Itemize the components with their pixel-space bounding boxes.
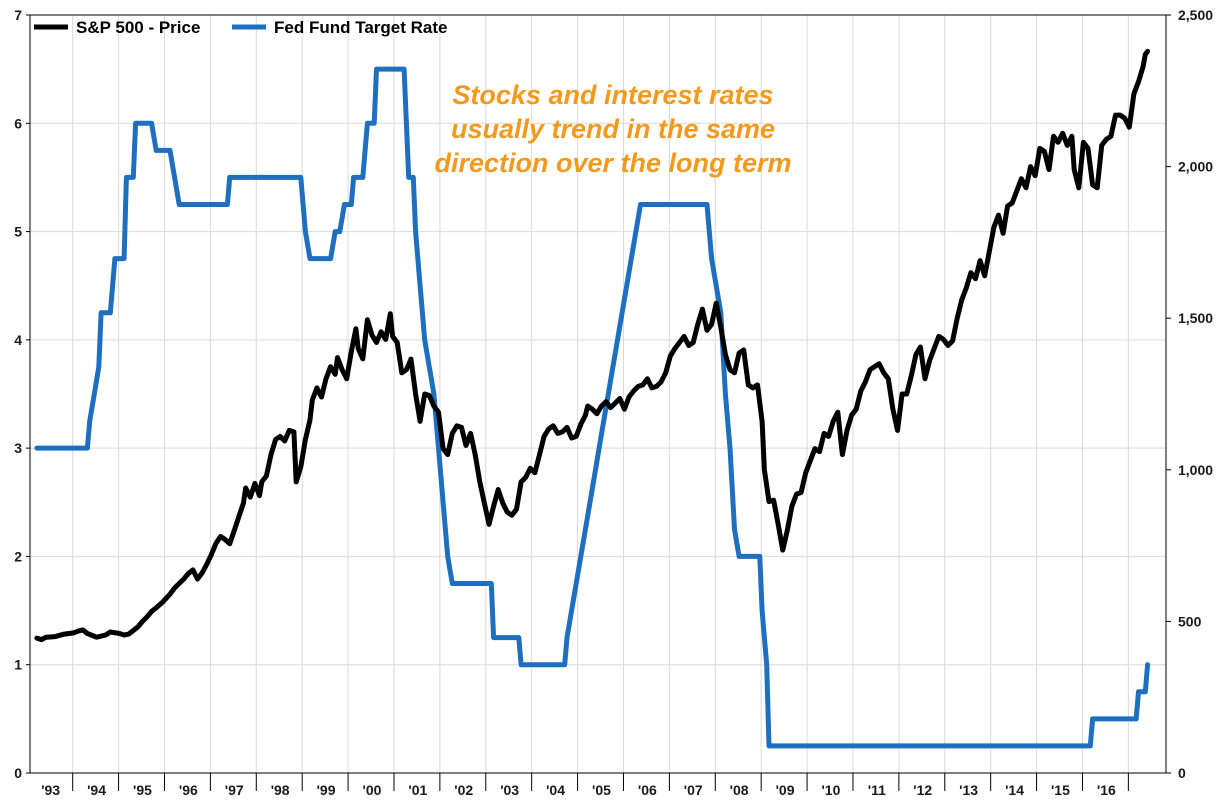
x-tick-label: '99 — [317, 782, 336, 798]
annotation-line-2: usually trend in the same — [451, 114, 775, 144]
sp500-line — [34, 48, 1151, 643]
x-tick-label: '15 — [1051, 782, 1070, 798]
annotation: Stocks and interest rates usually trend … — [434, 80, 791, 178]
x-tick-label: '94 — [87, 782, 106, 798]
right-tick-label: 500 — [1178, 613, 1202, 629]
x-tick-label: '02 — [454, 782, 473, 798]
left-tick-label: 0 — [14, 765, 22, 781]
x-tick-label: '07 — [684, 782, 703, 798]
x-axis-ticks: '93 '94 '95 '96 '97 '98 '99 '00 '01 '02 '03 '04 '05 '… — [41, 773, 1129, 798]
left-tick-label: 5 — [14, 224, 22, 240]
x-tick-label: '03 — [500, 782, 519, 798]
legend-sp500-label: S&P 500 - Price — [76, 18, 200, 37]
right-tick-label: 2,500 — [1178, 7, 1213, 23]
series-layer — [34, 48, 1151, 749]
x-tick-label: '12 — [913, 782, 932, 798]
left-tick-label: 4 — [14, 332, 22, 348]
x-tick-label: '04 — [546, 782, 565, 798]
x-tick-label: '09 — [776, 782, 795, 798]
x-tick-label: '93 — [41, 782, 60, 798]
legend-fed-label: Fed Fund Target Rate — [274, 18, 447, 37]
left-axis-ticks: 0 1 2 3 4 5 6 7 — [14, 7, 30, 781]
x-tick-label: '11 — [868, 782, 886, 798]
x-tick-label: '97 — [225, 782, 244, 798]
annotation-line-1: Stocks and interest rates — [452, 80, 773, 110]
x-tick-label: '01 — [408, 782, 427, 798]
right-axis-ticks: 0 500 1,000 1,500 2,000 2,500 — [1166, 7, 1213, 781]
x-tick-label: '06 — [638, 782, 657, 798]
right-tick-label: 1,500 — [1178, 310, 1213, 326]
left-tick-label: 2 — [14, 548, 22, 564]
annotation-line-3: direction over the long term — [434, 148, 791, 178]
x-tick-label: '13 — [959, 782, 978, 798]
x-tick-label: '16 — [1097, 782, 1116, 798]
x-tick-label: '96 — [179, 782, 198, 798]
left-tick-label: 7 — [14, 7, 22, 23]
left-tick-label: 3 — [14, 440, 22, 456]
left-tick-label: 6 — [14, 115, 22, 131]
axes — [29, 14, 1167, 774]
x-tick-label: '98 — [271, 782, 290, 798]
x-tick-label: '08 — [730, 782, 749, 798]
x-tick-label: '10 — [821, 782, 840, 798]
x-tick-label: '00 — [362, 782, 381, 798]
right-tick-label: 2,000 — [1178, 159, 1213, 175]
right-tick-label: 1,000 — [1178, 462, 1213, 478]
fed-rate-line — [34, 66, 1151, 749]
x-tick-label: '95 — [133, 782, 152, 798]
legend: S&P 500 - Price Fed Fund Target Rate — [34, 18, 447, 37]
x-tick-label: '14 — [1005, 782, 1024, 798]
right-tick-label: 0 — [1178, 765, 1186, 781]
x-tick-label: '05 — [592, 782, 611, 798]
left-tick-label: 1 — [14, 657, 22, 673]
